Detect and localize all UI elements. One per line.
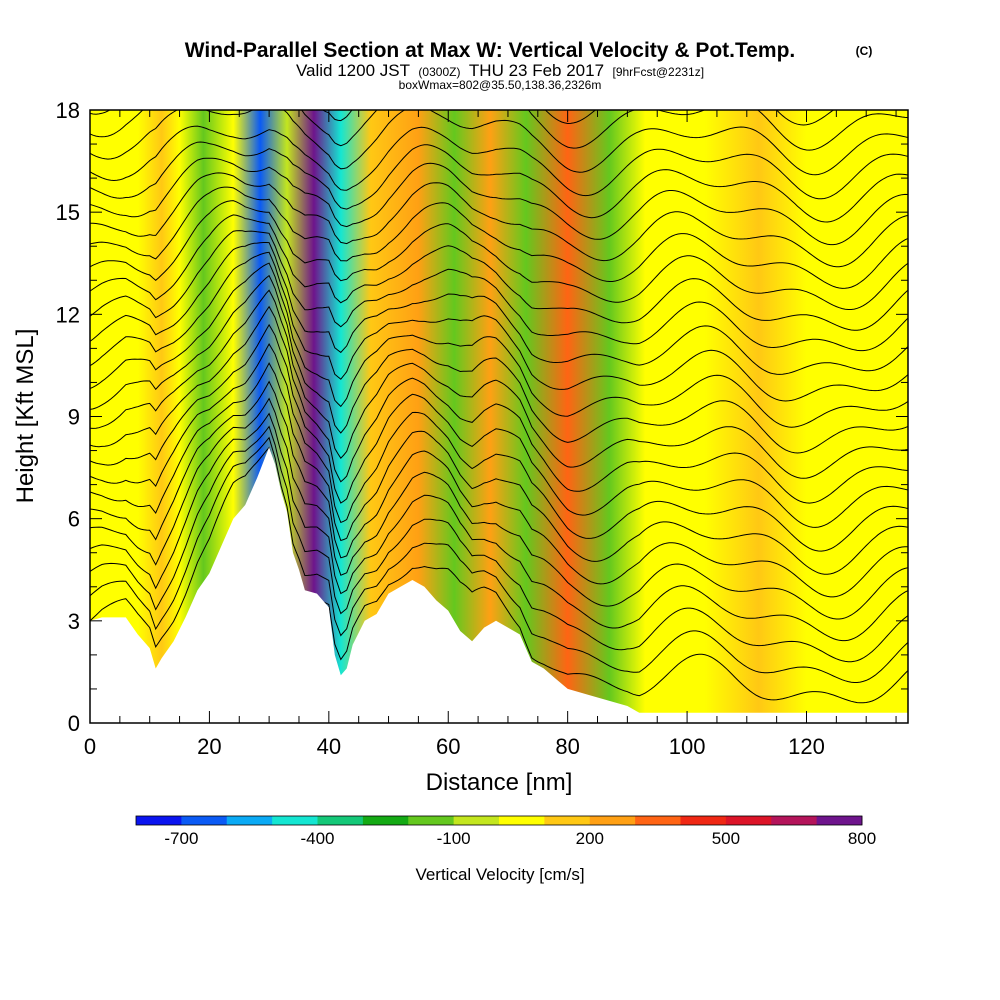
isentrope-line <box>90 397 908 620</box>
isentrope-line <box>90 412 908 642</box>
colorbar-tick-label: 500 <box>712 829 740 848</box>
x-tick-label: 80 <box>555 734 579 759</box>
isentrope-line <box>90 125 908 200</box>
isentrope-line <box>90 110 908 176</box>
potential-temperature-contours <box>90 110 908 704</box>
isentrope-line <box>90 230 908 352</box>
colorbar-swatch <box>771 816 818 825</box>
x-tick-label: 40 <box>317 734 341 759</box>
colorbar-swatch <box>317 816 364 825</box>
colorbar-tick-label: -700 <box>164 829 198 848</box>
isentrope-line <box>90 172 908 268</box>
isentrope-line <box>90 186 908 289</box>
colorbar-tick-label: 200 <box>576 829 604 848</box>
isentrope-line <box>90 425 908 663</box>
isentrope-line <box>90 141 908 223</box>
isentrope-line <box>90 200 908 310</box>
chart-title: Wind-Parallel Section at Max W: Vertical… <box>185 39 796 62</box>
colorbar <box>135 815 863 826</box>
y-tick-label: 15 <box>56 200 80 225</box>
isentrope-line <box>90 110 908 151</box>
y-tick-label: 6 <box>68 507 80 532</box>
colorbar-swatch <box>499 816 545 825</box>
isentrope-line <box>90 289 908 479</box>
isentrope-line <box>90 214 908 331</box>
x-axis-label: Distance [nm] <box>426 769 573 796</box>
colorbar-frame <box>135 815 863 826</box>
box-max-info: boxWmax=802@35.50,138.36,2326m <box>399 78 602 92</box>
colorbar-swatch <box>635 816 681 825</box>
colorbar-tick-label: 800 <box>848 829 876 848</box>
isentrope-line <box>90 436 908 683</box>
colorbar-swatch <box>408 816 455 825</box>
x-tick-label: 120 <box>788 734 825 759</box>
x-tick-label: 20 <box>197 734 221 759</box>
colorbar-tick-label: -100 <box>437 829 471 848</box>
colorbar-swatch <box>181 816 228 825</box>
colorbar-ticks: -700 -400 -100 200 500 800 <box>164 829 876 848</box>
isentrope-line <box>90 251 908 402</box>
isentrope-line <box>90 242 908 375</box>
colorbar-tick-label: -400 <box>300 829 334 848</box>
x-tick-label: 0 <box>84 734 96 759</box>
x-tick-label: 100 <box>669 734 706 759</box>
colorbar-swatch <box>725 816 772 825</box>
colorbar-swatch <box>589 816 636 825</box>
colorbar-swatch <box>680 816 727 825</box>
colorbar-swatch <box>816 816 863 825</box>
y-tick-label: 9 <box>68 405 80 430</box>
colorbar-swatch <box>272 816 318 825</box>
colorbar-swatch <box>362 816 409 825</box>
isentrope-line <box>90 323 908 528</box>
valid-time-line: Valid 1200 JST (0300Z) THU 23 Feb 2017 [… <box>296 61 704 80</box>
colorbar-label: Vertical Velocity [cm/s] <box>415 865 584 884</box>
colorbar-swatch <box>226 816 273 825</box>
x-axis: 0 20 40 60 80 100 120 <box>84 110 897 759</box>
isentrope-line <box>90 362 908 575</box>
y-tick-label: 12 <box>56 302 80 327</box>
y-axis-label: Height [Kft MSL] <box>12 329 39 504</box>
isentrope-line <box>90 157 908 246</box>
isentrope-line <box>90 446 908 704</box>
y-tick-label: 0 <box>68 711 80 736</box>
x-tick-label: 60 <box>436 734 460 759</box>
copyright-mark: (C) <box>856 44 873 58</box>
isentrope-line <box>90 305 908 504</box>
colorbar-swatch <box>136 816 182 825</box>
y-axis: 0 3 6 9 12 15 18 <box>56 98 908 736</box>
colorbar-swatch <box>544 816 591 825</box>
isentrope-line <box>90 274 908 454</box>
y-tick-label: 18 <box>56 98 80 123</box>
isentrope-line <box>90 262 908 428</box>
terrain-mask <box>90 447 908 723</box>
colorbar-swatch <box>453 816 500 825</box>
isentrope-line <box>90 342 908 552</box>
y-tick-label: 3 <box>68 609 80 634</box>
isentrope-line <box>90 380 908 598</box>
